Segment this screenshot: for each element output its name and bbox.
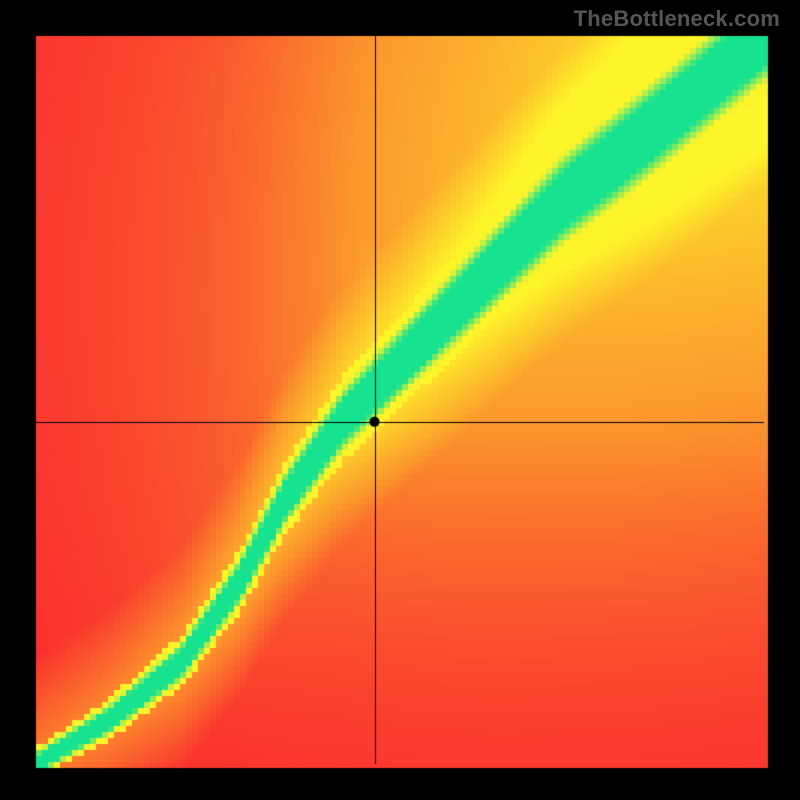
watermark-text: TheBottleneck.com	[574, 6, 780, 32]
heatmap-canvas	[0, 0, 800, 800]
chart-container: TheBottleneck.com	[0, 0, 800, 800]
